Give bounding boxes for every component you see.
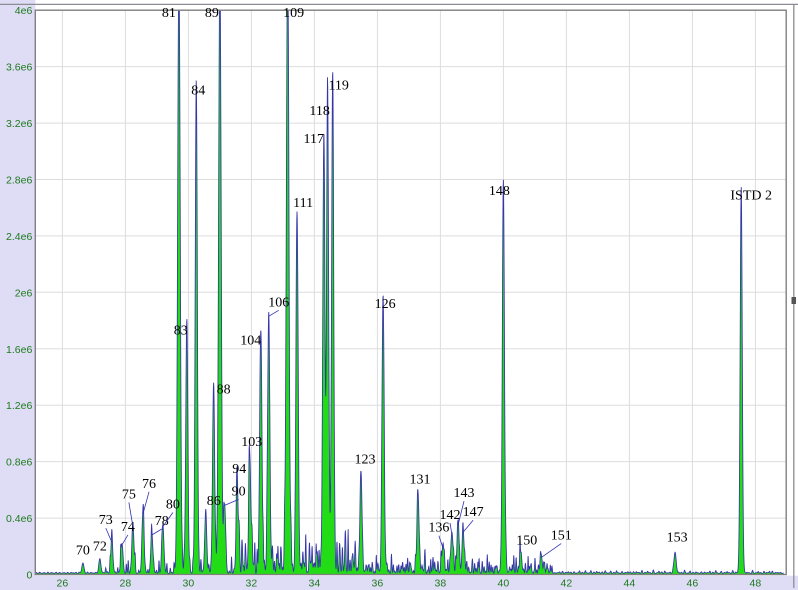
svg-text:131: 131	[410, 473, 431, 488]
svg-text:148: 148	[489, 184, 510, 199]
svg-text:38: 38	[435, 578, 447, 590]
svg-text:40: 40	[498, 578, 510, 590]
svg-text:80: 80	[166, 498, 180, 513]
svg-text:150: 150	[516, 534, 537, 549]
svg-text:ISTD 2: ISTD 2	[730, 188, 772, 203]
svg-text:89: 89	[205, 6, 219, 21]
svg-text:3.6e6: 3.6e6	[6, 62, 32, 74]
svg-text:76: 76	[142, 477, 156, 492]
svg-text:4e6: 4e6	[15, 5, 33, 17]
svg-text:88: 88	[217, 383, 231, 398]
svg-text:48: 48	[750, 578, 762, 590]
svg-text:2.8e6: 2.8e6	[6, 175, 32, 187]
svg-text:123: 123	[355, 453, 376, 468]
svg-text:26: 26	[57, 578, 69, 590]
svg-text:30: 30	[183, 578, 195, 590]
svg-text:36: 36	[372, 578, 384, 590]
svg-text:151: 151	[551, 529, 572, 544]
svg-text:42: 42	[561, 578, 573, 590]
svg-text:147: 147	[463, 505, 484, 520]
svg-text:0.4e6: 0.4e6	[6, 513, 32, 525]
svg-text:104: 104	[240, 334, 261, 349]
svg-text:90: 90	[232, 484, 246, 499]
svg-text:75: 75	[122, 488, 136, 503]
svg-text:1.6e6: 1.6e6	[6, 344, 32, 356]
svg-text:32: 32	[246, 578, 258, 590]
svg-text:117: 117	[304, 132, 324, 147]
svg-text:109: 109	[283, 6, 304, 21]
svg-text:74: 74	[121, 520, 135, 535]
svg-text:106: 106	[268, 295, 289, 310]
svg-text:28: 28	[120, 578, 132, 590]
svg-text:2.4e6: 2.4e6	[6, 231, 32, 243]
svg-text:1.2e6: 1.2e6	[6, 400, 32, 412]
svg-text:94: 94	[232, 462, 246, 477]
svg-text:86: 86	[207, 494, 221, 509]
svg-text:143: 143	[454, 486, 475, 501]
svg-text:126: 126	[375, 297, 396, 312]
svg-text:142: 142	[440, 508, 461, 523]
svg-text:103: 103	[241, 435, 262, 450]
svg-text:73: 73	[99, 513, 113, 528]
svg-text:72: 72	[93, 539, 107, 554]
svg-text:81: 81	[162, 6, 176, 21]
svg-text:0.8e6: 0.8e6	[6, 457, 32, 469]
svg-text:153: 153	[667, 530, 688, 545]
svg-text:44: 44	[624, 578, 636, 590]
svg-text:2e6: 2e6	[15, 287, 33, 299]
svg-text:46: 46	[687, 578, 699, 590]
svg-text:3.2e6: 3.2e6	[6, 118, 32, 130]
svg-text:83: 83	[174, 324, 188, 339]
svg-text:119: 119	[328, 79, 348, 94]
svg-text:70: 70	[76, 544, 90, 559]
svg-text:84: 84	[191, 84, 205, 99]
svg-text:111: 111	[293, 196, 313, 211]
svg-text:34: 34	[309, 578, 321, 590]
svg-text:0: 0	[26, 570, 32, 582]
svg-text:118: 118	[309, 104, 329, 119]
